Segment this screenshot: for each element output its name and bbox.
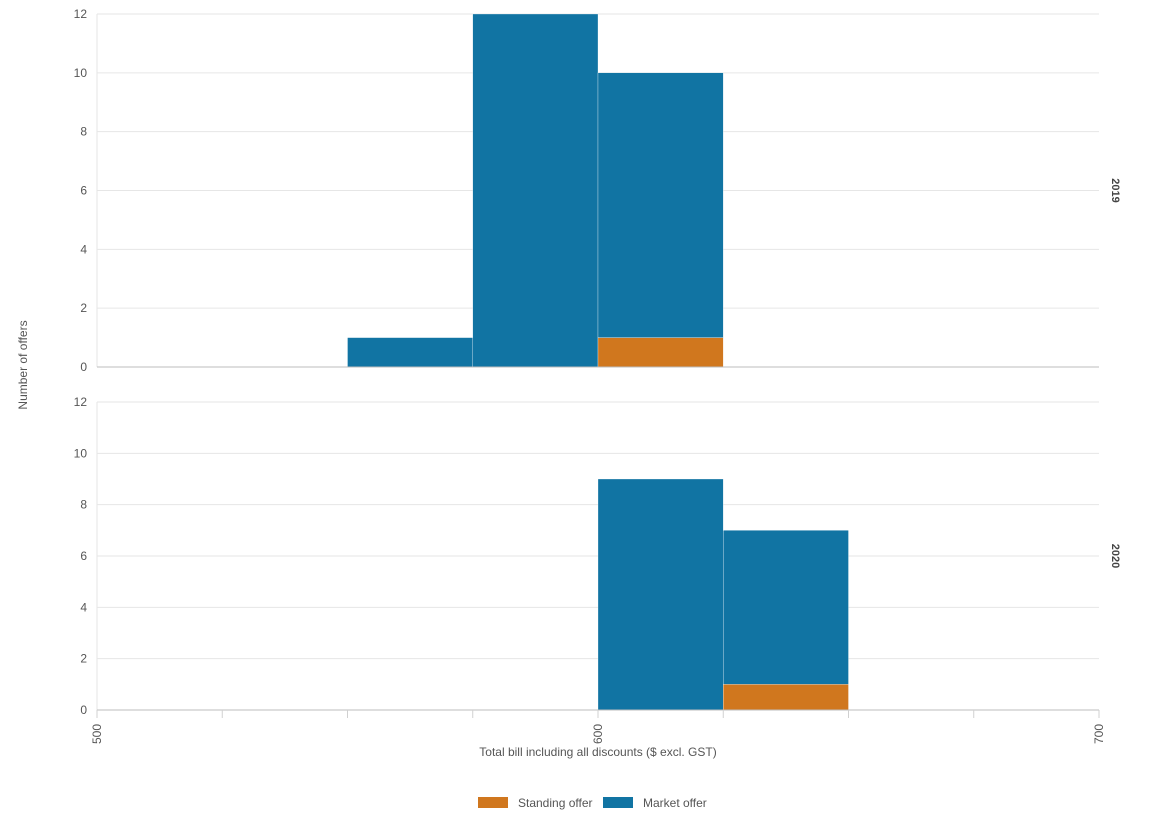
bar-standing-offer <box>723 684 849 711</box>
y-tick-label: 10 <box>74 66 88 80</box>
y-tick-label: 6 <box>80 549 87 563</box>
y-tick-label: 10 <box>74 446 88 460</box>
x-tick-label: 700 <box>1092 724 1106 744</box>
y-tick-label: 0 <box>80 703 87 717</box>
y-axis-title: Number of offers <box>16 320 30 409</box>
legend-swatch-standing-offer <box>478 797 508 808</box>
bar-market-offer <box>597 478 724 711</box>
x-tick-label: 600 <box>591 724 605 744</box>
legend-label-market-offer: Market offer <box>643 796 707 810</box>
y-tick-label: 6 <box>80 184 87 198</box>
y-tick-label: 2 <box>80 652 87 666</box>
legend-swatch-market-offer <box>603 797 633 808</box>
legend: Standing offer Market offer <box>478 796 707 810</box>
y-tick-label: 4 <box>80 242 87 256</box>
facet-label: 2019 <box>1109 178 1121 202</box>
facets-layer: 0 2 4 6 8 10 12 2019 0 2 4 6 8 10 12 2020 <box>74 7 1121 717</box>
x-axis-title: Total bill including all discounts ($ ex… <box>479 745 716 759</box>
facet-label: 2020 <box>1109 544 1121 568</box>
bar-market-offer <box>597 72 724 338</box>
legend-label-standing-offer: Standing offer <box>518 796 593 810</box>
bar-market-offer <box>472 13 599 368</box>
x-tick-label: 500 <box>90 724 104 744</box>
x-axis: 500 600 700 <box>90 710 1106 744</box>
y-tick-label: 2 <box>80 301 87 315</box>
facet-panel-2019: 0 2 4 6 8 10 12 2019 <box>74 7 1121 374</box>
bar-market-offer <box>723 530 849 685</box>
y-tick-label: 8 <box>80 125 87 139</box>
bar-market-offer <box>347 337 473 368</box>
bar-standing-offer <box>597 337 724 368</box>
y-tick-label: 0 <box>80 360 87 374</box>
facet-panel-2020: 0 2 4 6 8 10 12 2020 <box>74 395 1121 717</box>
y-tick-label: 4 <box>80 600 87 614</box>
y-tick-label: 12 <box>74 7 88 21</box>
y-tick-label: 12 <box>74 395 88 409</box>
y-tick-label: 8 <box>80 498 87 512</box>
